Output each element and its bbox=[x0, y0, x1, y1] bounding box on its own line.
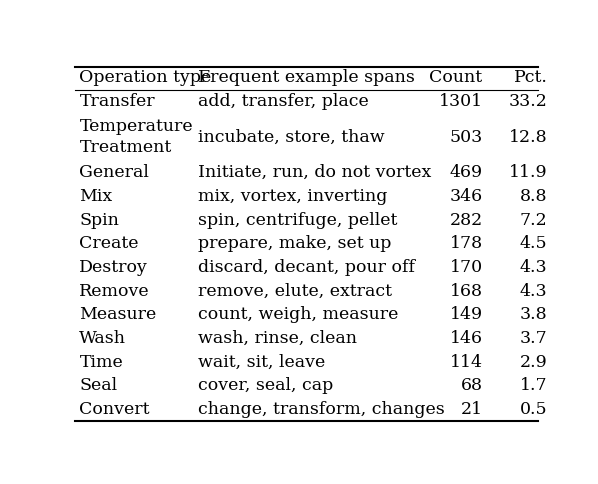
Text: General: General bbox=[80, 164, 150, 181]
Text: Mix: Mix bbox=[80, 188, 112, 205]
Text: 3.7: 3.7 bbox=[520, 330, 548, 347]
Text: discard, decant, pour off: discard, decant, pour off bbox=[197, 259, 414, 276]
Text: remove, elute, extract: remove, elute, extract bbox=[197, 283, 392, 300]
Text: 1301: 1301 bbox=[438, 93, 483, 110]
Text: 178: 178 bbox=[450, 235, 483, 252]
Text: wait, sit, leave: wait, sit, leave bbox=[197, 354, 325, 371]
Text: 4.3: 4.3 bbox=[520, 283, 548, 300]
Text: 7.2: 7.2 bbox=[520, 212, 548, 228]
Text: 1.7: 1.7 bbox=[520, 378, 548, 394]
Text: 12.8: 12.8 bbox=[509, 129, 548, 146]
Text: wash, rinse, clean: wash, rinse, clean bbox=[197, 330, 356, 347]
Text: 4.3: 4.3 bbox=[520, 259, 548, 276]
Text: Create: Create bbox=[80, 235, 139, 252]
Text: Initiate, run, do not vortex: Initiate, run, do not vortex bbox=[197, 164, 431, 181]
Text: 11.9: 11.9 bbox=[509, 164, 548, 181]
Text: Count: Count bbox=[429, 69, 483, 86]
Text: Remove: Remove bbox=[80, 283, 150, 300]
Text: Frequent example spans: Frequent example spans bbox=[197, 69, 414, 86]
Text: Temperature
Treatment: Temperature Treatment bbox=[80, 118, 193, 156]
Text: mix, vortex, inverting: mix, vortex, inverting bbox=[197, 188, 387, 205]
Text: Seal: Seal bbox=[80, 378, 118, 394]
Text: Destroy: Destroy bbox=[80, 259, 148, 276]
Text: add, transfer, place: add, transfer, place bbox=[197, 93, 368, 110]
Text: 503: 503 bbox=[449, 129, 483, 146]
Text: 149: 149 bbox=[450, 306, 483, 323]
Text: 346: 346 bbox=[450, 188, 483, 205]
Text: Transfer: Transfer bbox=[80, 93, 155, 110]
Text: change, transform, changes: change, transform, changes bbox=[197, 401, 444, 418]
Text: 282: 282 bbox=[449, 212, 483, 228]
Text: 33.2: 33.2 bbox=[508, 93, 548, 110]
Text: 146: 146 bbox=[450, 330, 483, 347]
Text: 3.8: 3.8 bbox=[520, 306, 548, 323]
Text: Spin: Spin bbox=[80, 212, 119, 228]
Text: 8.8: 8.8 bbox=[520, 188, 548, 205]
Text: Wash: Wash bbox=[80, 330, 126, 347]
Text: 2.9: 2.9 bbox=[520, 354, 548, 371]
Text: 68: 68 bbox=[460, 378, 483, 394]
Text: incubate, store, thaw: incubate, store, thaw bbox=[197, 129, 384, 146]
Text: Pct.: Pct. bbox=[514, 69, 548, 86]
Text: cover, seal, cap: cover, seal, cap bbox=[197, 378, 333, 394]
Text: 0.5: 0.5 bbox=[520, 401, 548, 418]
Text: 4.5: 4.5 bbox=[520, 235, 548, 252]
Text: 21: 21 bbox=[460, 401, 483, 418]
Text: Convert: Convert bbox=[80, 401, 150, 418]
Text: 114: 114 bbox=[450, 354, 483, 371]
Text: spin, centrifuge, pellet: spin, centrifuge, pellet bbox=[197, 212, 397, 228]
Text: Operation type: Operation type bbox=[80, 69, 212, 86]
Text: count, weigh, measure: count, weigh, measure bbox=[197, 306, 398, 323]
Text: Measure: Measure bbox=[80, 306, 157, 323]
Text: 170: 170 bbox=[450, 259, 483, 276]
Text: Time: Time bbox=[80, 354, 123, 371]
Text: prepare, make, set up: prepare, make, set up bbox=[197, 235, 391, 252]
Text: 469: 469 bbox=[450, 164, 483, 181]
Text: 168: 168 bbox=[450, 283, 483, 300]
